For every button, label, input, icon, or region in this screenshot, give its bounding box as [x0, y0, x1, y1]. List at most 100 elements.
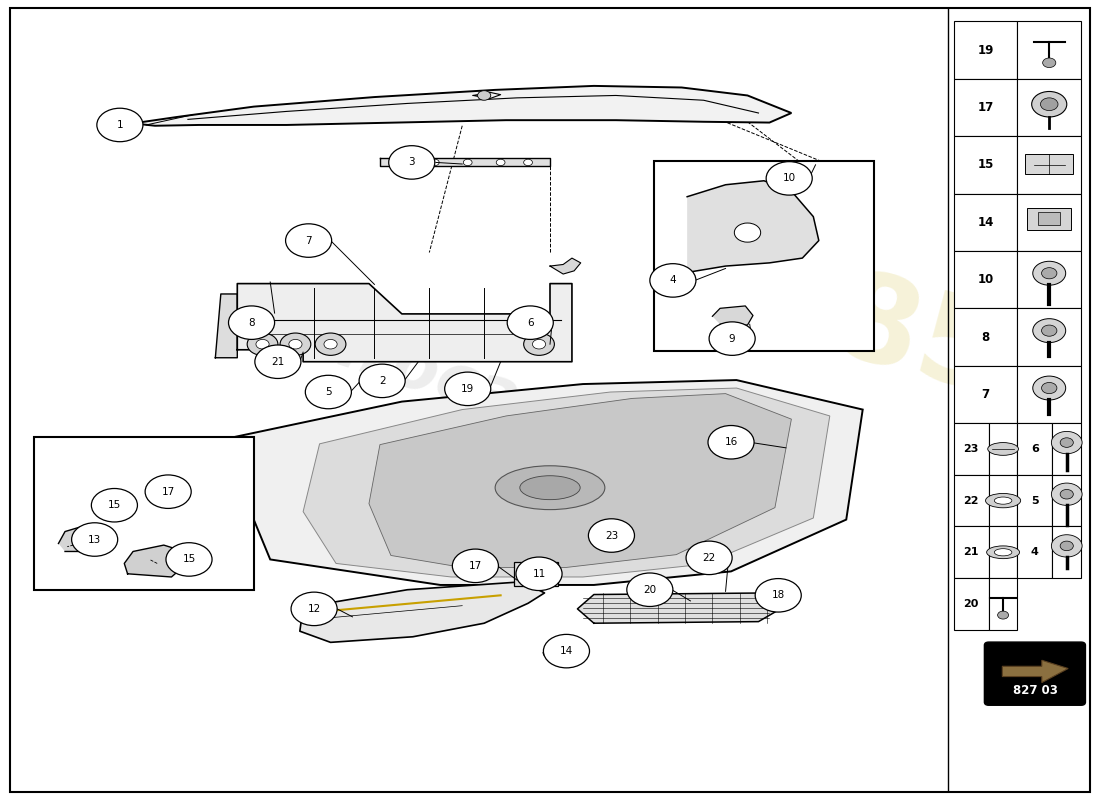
Text: 8: 8: [981, 330, 990, 343]
Bar: [954, 578, 989, 630]
Text: 17: 17: [162, 486, 175, 497]
Text: 10: 10: [782, 174, 795, 183]
Text: 22: 22: [964, 496, 979, 506]
Bar: [654, 161, 873, 350]
Bar: [954, 251, 1018, 308]
Circle shape: [1060, 541, 1074, 550]
Circle shape: [248, 333, 278, 355]
Circle shape: [97, 108, 143, 142]
Circle shape: [72, 522, 118, 556]
Circle shape: [289, 339, 302, 349]
Circle shape: [397, 159, 406, 166]
Bar: [954, 423, 989, 474]
Bar: [989, 474, 1018, 526]
Circle shape: [1060, 438, 1074, 447]
Bar: [989, 526, 1018, 578]
Bar: [1038, 212, 1060, 225]
Circle shape: [1033, 262, 1066, 286]
Circle shape: [91, 489, 138, 522]
Ellipse shape: [994, 497, 1012, 504]
Text: 13: 13: [88, 534, 101, 545]
Polygon shape: [304, 388, 829, 577]
Bar: [954, 474, 989, 526]
Text: a passion for parts since 1985: a passion for parts since 1985: [353, 414, 659, 530]
Text: 22: 22: [703, 553, 716, 563]
Text: 11: 11: [532, 569, 546, 578]
Circle shape: [560, 638, 580, 653]
Text: 20: 20: [964, 599, 979, 609]
Bar: [1027, 208, 1071, 230]
Bar: [1053, 474, 1081, 526]
Polygon shape: [221, 380, 862, 585]
Text: 23: 23: [964, 444, 979, 454]
Text: 16: 16: [725, 438, 738, 447]
Circle shape: [532, 339, 546, 349]
Text: 14: 14: [560, 646, 573, 656]
FancyBboxPatch shape: [984, 642, 1086, 706]
Text: 1985: 1985: [656, 220, 1015, 421]
Circle shape: [292, 592, 337, 626]
Text: 15: 15: [978, 158, 993, 171]
Text: 827 03: 827 03: [1013, 684, 1058, 698]
Ellipse shape: [986, 494, 1021, 508]
Ellipse shape: [495, 466, 605, 510]
Text: 7: 7: [981, 388, 990, 401]
Circle shape: [280, 333, 311, 355]
Circle shape: [1042, 325, 1057, 336]
Circle shape: [444, 372, 491, 406]
Text: 17: 17: [469, 561, 482, 571]
Text: 2: 2: [378, 376, 385, 386]
Ellipse shape: [520, 476, 580, 500]
Circle shape: [359, 364, 405, 398]
Bar: [954, 194, 1018, 251]
Text: 19: 19: [461, 384, 474, 394]
Text: 4: 4: [1031, 547, 1038, 558]
Circle shape: [256, 339, 270, 349]
Bar: [989, 578, 1018, 630]
Circle shape: [388, 146, 434, 179]
Polygon shape: [688, 181, 818, 273]
Polygon shape: [1002, 660, 1068, 682]
Text: 20: 20: [644, 585, 657, 594]
Circle shape: [477, 90, 491, 100]
Circle shape: [166, 542, 212, 576]
Bar: [954, 22, 1018, 78]
Text: 5: 5: [1031, 496, 1038, 506]
Bar: [954, 526, 989, 578]
Circle shape: [316, 333, 345, 355]
Circle shape: [1052, 431, 1082, 454]
Text: 14: 14: [978, 216, 993, 229]
Circle shape: [588, 518, 635, 552]
Circle shape: [708, 426, 755, 459]
Circle shape: [324, 339, 337, 349]
Text: 10: 10: [978, 273, 993, 286]
Bar: [1018, 78, 1081, 136]
Text: 3: 3: [408, 158, 415, 167]
Bar: [1018, 194, 1081, 251]
Polygon shape: [300, 582, 544, 642]
Text: 19: 19: [978, 43, 993, 57]
Bar: [34, 437, 254, 590]
Circle shape: [452, 549, 498, 582]
Circle shape: [463, 159, 472, 166]
Circle shape: [145, 475, 191, 509]
Polygon shape: [550, 258, 581, 274]
Circle shape: [306, 375, 351, 409]
Text: 17: 17: [978, 101, 993, 114]
Circle shape: [524, 159, 532, 166]
Circle shape: [255, 345, 301, 378]
Text: eurocarparts: eurocarparts: [265, 294, 747, 506]
Ellipse shape: [987, 546, 1020, 558]
Polygon shape: [216, 294, 238, 358]
Bar: [1053, 526, 1081, 578]
Bar: [1018, 366, 1081, 423]
Bar: [1018, 474, 1053, 526]
Polygon shape: [133, 86, 791, 126]
Circle shape: [524, 333, 554, 355]
Text: 12: 12: [308, 604, 321, 614]
Circle shape: [496, 159, 505, 166]
Text: 21: 21: [964, 547, 979, 558]
Text: 8: 8: [249, 318, 255, 328]
Bar: [1018, 136, 1081, 194]
Circle shape: [1033, 376, 1066, 400]
